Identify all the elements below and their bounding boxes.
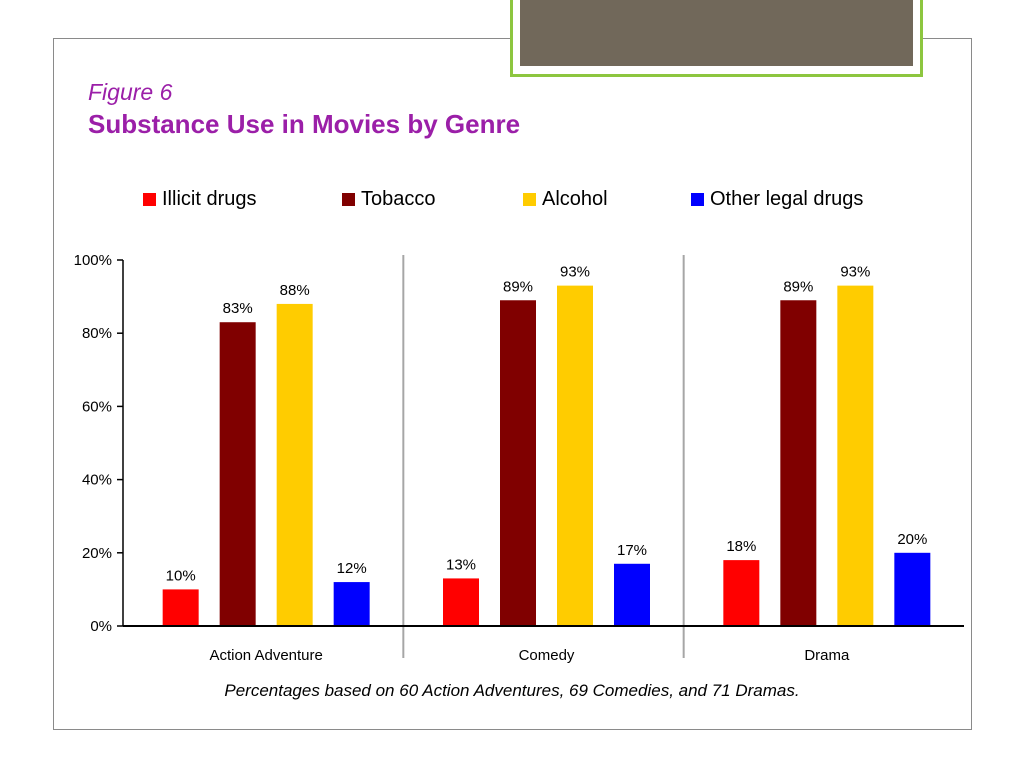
bar-other-legal-drugs bbox=[333, 582, 370, 626]
data-label-alcohol: 88% bbox=[280, 282, 310, 299]
legend-swatch-other-legal-drugs bbox=[691, 192, 704, 206]
legend-swatch-alcohol bbox=[523, 192, 536, 206]
data-label-tobacco: 89% bbox=[783, 278, 813, 295]
y-tick-label: 20% bbox=[82, 545, 112, 562]
bar-alcohol bbox=[837, 285, 874, 626]
chart-caption: Percentages based on 60 Action Adventure… bbox=[224, 681, 800, 700]
legend-swatch-tobacco bbox=[342, 192, 355, 206]
data-label-other-legal-drugs: 17% bbox=[617, 542, 647, 559]
data-label-other-legal-drugs: 12% bbox=[337, 560, 367, 577]
x-category-label: Action Adventure bbox=[209, 647, 322, 664]
data-label-illicit-drugs: 18% bbox=[726, 538, 756, 555]
decorative-header-block bbox=[520, 0, 913, 66]
data-label-tobacco: 89% bbox=[503, 278, 533, 295]
y-tick-label: 80% bbox=[82, 325, 112, 342]
bar-alcohol bbox=[557, 285, 593, 626]
data-label-alcohol: 93% bbox=[560, 264, 590, 281]
legend-label-other-legal-drugs: Other legal drugs bbox=[710, 187, 864, 210]
data-label-alcohol: 93% bbox=[840, 264, 870, 281]
bar-alcohol bbox=[276, 303, 313, 626]
figure-label: Figure 6 bbox=[88, 79, 173, 105]
data-label-illicit-drugs: 10% bbox=[166, 567, 196, 584]
y-tick-label: 60% bbox=[82, 398, 112, 415]
bar-illicit-drugs bbox=[162, 589, 199, 626]
y-tick-label: 0% bbox=[90, 618, 112, 635]
bar-other-legal-drugs bbox=[894, 552, 931, 626]
x-category-label: Drama bbox=[804, 647, 850, 664]
legend-label-tobacco: Tobacco bbox=[361, 187, 436, 210]
bar-tobacco bbox=[500, 300, 536, 626]
x-category-label: Comedy bbox=[519, 647, 575, 664]
bar-illicit-drugs bbox=[723, 560, 760, 626]
legend-item-tobacco: Tobacco bbox=[342, 186, 436, 212]
data-label-illicit-drugs: 13% bbox=[446, 556, 476, 573]
chart-title: Substance Use in Movies by Genre bbox=[88, 109, 521, 139]
bar-tobacco bbox=[219, 322, 256, 626]
legend-label-alcohol: Alcohol bbox=[542, 187, 608, 210]
data-label-tobacco: 83% bbox=[223, 300, 253, 317]
legend-swatch-illicit-drugs bbox=[143, 192, 156, 206]
legend-label-illicit-drugs: Illicit drugs bbox=[162, 187, 257, 210]
legend-item-other-legal-drugs: Other legal drugs bbox=[691, 186, 863, 212]
bar-tobacco bbox=[780, 300, 817, 626]
bar-other-legal-drugs bbox=[614, 563, 650, 626]
data-label-other-legal-drugs: 20% bbox=[897, 531, 927, 548]
bar-illicit-drugs bbox=[443, 578, 479, 626]
legend-item-alcohol: Alcohol bbox=[523, 186, 608, 212]
y-tick-label: 100% bbox=[74, 252, 112, 269]
y-tick-label: 40% bbox=[82, 472, 112, 489]
legend-item-illicit-drugs: Illicit drugs bbox=[143, 186, 256, 212]
